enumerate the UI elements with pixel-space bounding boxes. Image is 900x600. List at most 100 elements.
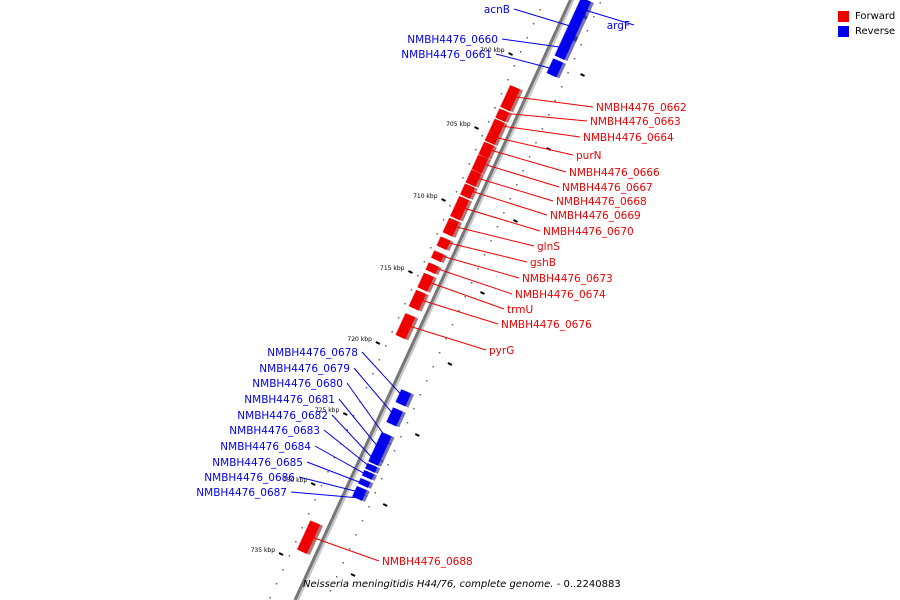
gene-label: NMBH4476_0662 <box>596 102 687 114</box>
gene-highlight <box>394 388 402 403</box>
gene-block <box>499 84 520 112</box>
minor-tick-dot <box>462 177 464 179</box>
forward-swatch <box>838 11 849 22</box>
gene-highlight <box>553 31 566 56</box>
gene-connector <box>402 323 487 351</box>
gene-connector <box>499 112 588 122</box>
minor-tick-dot <box>352 415 355 417</box>
minor-tick-dot <box>430 247 432 249</box>
gene-connector <box>314 445 372 478</box>
minor-tick-dot <box>470 282 473 284</box>
gene-label: NMBH4476_0669 <box>550 210 641 222</box>
gene-block <box>378 431 392 444</box>
minor-tick-dot <box>385 345 387 347</box>
gene-connector <box>493 124 581 138</box>
minor-tick-dot <box>509 198 512 200</box>
minor-tick-dot <box>522 170 524 172</box>
gene-connector <box>338 398 383 453</box>
minor-tick-dot <box>275 583 278 585</box>
minor-tick-dot <box>419 394 422 396</box>
gene-label: NMBH4476_0683 <box>229 425 320 437</box>
minor-tick-dot <box>515 184 518 186</box>
minor-tick-dot <box>539 9 541 11</box>
gene-block <box>436 236 451 250</box>
minor-tick-dot <box>464 296 467 298</box>
tick-label: 730 kbp <box>283 477 308 484</box>
gene-NMBH4476_0676 <box>408 289 429 312</box>
tick-label: 720 kbp <box>347 336 372 343</box>
gene-block <box>449 195 470 221</box>
minor-tick-dot <box>438 352 441 354</box>
gene-connector <box>456 205 541 232</box>
minor-tick-dot <box>487 121 490 123</box>
tick-label: 725 kbp <box>315 407 340 414</box>
legend: Forward Reverse <box>838 9 895 39</box>
gene-label: NMBH4476_0687 <box>196 487 287 499</box>
minor-tick-dot <box>288 555 291 557</box>
gene-block <box>442 217 460 237</box>
gene-NMBH4476_0670 <box>449 195 473 222</box>
minor-tick-dot <box>410 289 413 291</box>
gene-block <box>471 154 488 174</box>
gene-connector <box>346 382 389 441</box>
gene-block <box>368 455 381 466</box>
minor-tick-dot <box>573 58 576 60</box>
gene-block <box>354 485 367 496</box>
gene-label: NMBH4476_0674 <box>515 289 606 301</box>
gene-highlight <box>494 108 500 118</box>
tick-label: 710 kbp <box>413 193 438 200</box>
gene-highlight <box>545 58 554 74</box>
gene-highlight <box>459 183 466 195</box>
minor-tick-dot <box>442 219 445 221</box>
gene-label: glnS <box>537 241 560 253</box>
minor-tick-dot <box>451 324 454 326</box>
map-caption: Neisseria meningitidis H44/76, complete … <box>303 579 621 590</box>
gene-label: NMBH4476_0663 <box>590 116 681 128</box>
minor-tick-dot <box>599 2 601 4</box>
major-tick-mark <box>278 552 284 556</box>
minor-tick-dot <box>282 569 284 571</box>
gene-highlight <box>464 169 472 183</box>
minor-tick-dot <box>445 338 447 340</box>
gene-connector <box>298 476 364 494</box>
gene-connector <box>331 414 378 464</box>
gene-highlight <box>296 520 311 550</box>
minor-tick-dot <box>346 429 348 431</box>
caption-organism: Neisseria meningitidis H44/76, complete … <box>303 579 554 590</box>
gene-connector <box>422 279 505 310</box>
minor-tick-dot <box>541 128 544 130</box>
gene-highlight <box>369 438 379 457</box>
minor-tick-dot <box>535 142 537 144</box>
minor-tick-dot <box>365 387 368 389</box>
gene-label: NMBH4476_0670 <box>543 226 634 238</box>
major-tick-mark <box>375 341 381 345</box>
tick-label: 705 kbp <box>446 121 471 128</box>
gene-label: purN <box>576 150 602 162</box>
gene-NMBH4476_0685 <box>357 477 374 489</box>
gene-glnS <box>441 217 463 238</box>
gene-block <box>484 131 499 145</box>
gene-NMBH4476_0667 <box>470 154 491 175</box>
gene-block <box>395 312 416 340</box>
minor-tick-dot <box>503 212 505 214</box>
gene-NMBH4476_0679 <box>385 407 406 428</box>
minor-tick-dot <box>532 23 535 25</box>
gene-label: NMBH4476_0676 <box>501 319 592 331</box>
major-tick-mark <box>580 73 585 77</box>
gene-block <box>296 520 321 554</box>
gene-highlight <box>449 195 460 217</box>
reverse-swatch <box>838 26 849 37</box>
gene-highlight <box>424 262 430 270</box>
gene-NMBH4476_0688 <box>296 520 324 555</box>
minor-tick-dot <box>314 499 316 501</box>
legend-forward-label: Forward <box>855 11 896 22</box>
legend-forward: Forward <box>838 9 895 24</box>
gene-highlight <box>488 118 496 132</box>
gene-connector <box>440 240 528 263</box>
gene-connector <box>470 175 554 202</box>
gene-label: NMBH4476_0684 <box>220 441 311 453</box>
tick-label: 700 kbp <box>480 47 505 54</box>
minor-tick-dot <box>436 233 438 235</box>
gene-block <box>546 58 564 78</box>
